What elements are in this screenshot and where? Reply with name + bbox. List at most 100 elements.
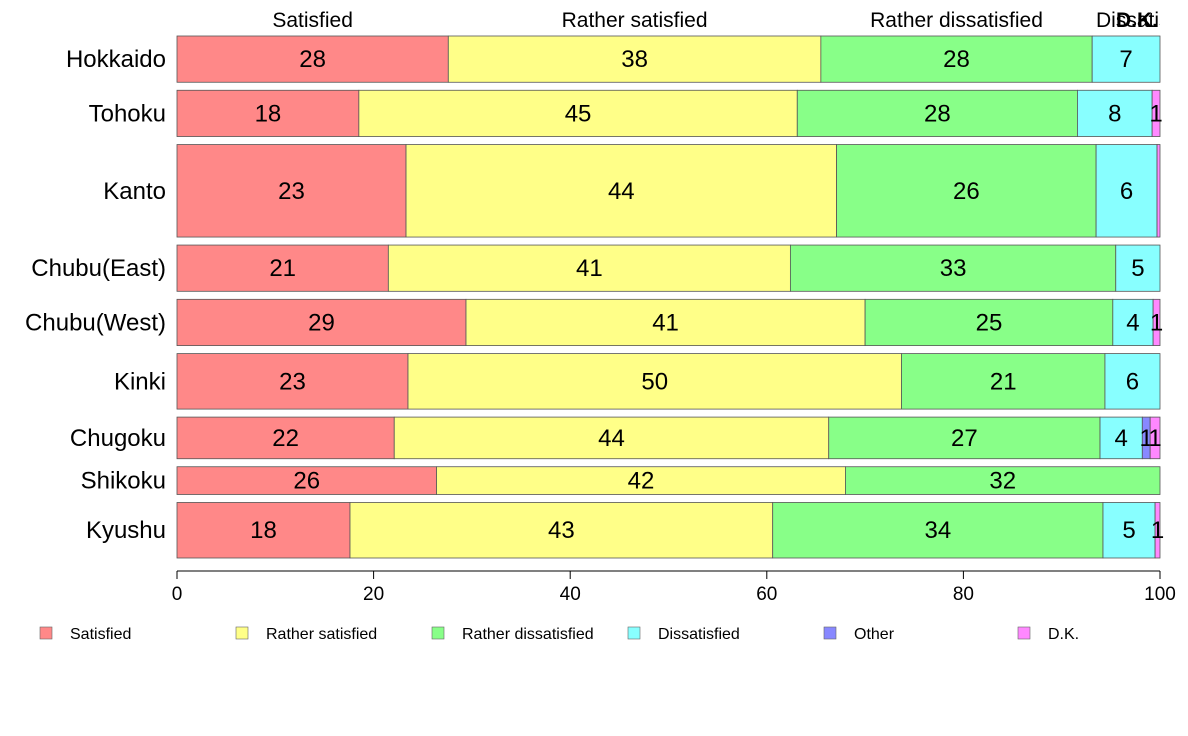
data-label-tohoku-rather-dissatisfied: 28 — [924, 100, 951, 127]
data-label-chugoku-d-k: 1 — [1148, 425, 1161, 452]
data-label-chubu-west-rather-dissatisfied: 25 — [976, 309, 1003, 336]
data-label-kanto-rather-satisfied: 44 — [608, 178, 635, 205]
data-label-kyushu-rather-satisfied: 43 — [548, 517, 575, 544]
data-label-kanto-dissatisfied: 6 — [1120, 178, 1133, 205]
data-label-tohoku-rather-satisfied: 45 — [565, 100, 592, 127]
bar-chubu-west-satisfied — [176, 298, 467, 346]
data-label-kinki-rather-dissatisfied: 21 — [990, 368, 1017, 395]
bar-tohoku-rather-dissatisfied — [796, 89, 1078, 137]
bar-kyushu-rather-dissatisfied — [772, 502, 1104, 559]
bars: 28 38 28 718 45 28 8 123 44 26 621 41 33 529 41 25 4 123 5… — [176, 35, 1164, 559]
bar-kinki-rather-satisfied — [407, 353, 902, 410]
data-label-chugoku-dissatisfied: 4 — [1114, 425, 1127, 452]
legend-label-d-k: D.K. — [1048, 626, 1079, 643]
data-label-chubu-west-rather-satisfied: 41 — [652, 309, 679, 336]
bar-chubu-east-rather-dissatisfied — [789, 244, 1117, 292]
data-label-kinki-rather-satisfied: 50 — [641, 368, 668, 395]
bar-chugoku-dissatisfied — [1099, 416, 1143, 460]
data-label-hokkaido-satisfied: 28 — [299, 46, 326, 73]
bar-chubu-west-rather-satisfied — [465, 298, 866, 346]
region-label-chugoku: Chugoku — [70, 425, 166, 452]
data-label-kyushu-dissatisfied: 5 — [1122, 517, 1135, 544]
data-label-chubu-east-dissatisfied: 5 — [1131, 255, 1144, 282]
x-tick-label-20: 20 — [363, 584, 384, 605]
legend-label-rather-satisfied: Rather satisfied — [266, 626, 377, 643]
data-label-kyushu-rather-dissatisfied: 34 — [924, 517, 951, 544]
data-label-shikoku-satisfied: 26 — [293, 468, 320, 495]
data-label-kanto-satisfied: 23 — [278, 178, 305, 205]
data-label-chugoku-other: 1 — [1140, 425, 1153, 452]
region-label-chubu-west: Chubu(West) — [25, 309, 166, 336]
bar-chubu-west-d-k — [1152, 298, 1161, 346]
legend-swatch-dissatisfied — [627, 626, 641, 640]
top-label-d-k: D.K. — [1116, 9, 1158, 32]
bar-hokkaido-dissatisfied — [1091, 35, 1161, 83]
bar-kinki-dissatisfied — [1104, 353, 1161, 410]
bar-shikoku-rather-dissatisfied — [845, 466, 1161, 495]
legend-swatch-rather-dissatisfied — [431, 626, 445, 640]
data-label-kyushu-satisfied: 18 — [250, 517, 277, 544]
data-label-kinki-dissatisfied: 6 — [1126, 368, 1139, 395]
bar-tohoku-dissatisfied — [1077, 89, 1153, 137]
bar-chubu-west-dissatisfied — [1112, 298, 1154, 346]
bar-kanto-dissatisfied — [1095, 144, 1158, 238]
bar-kanto-rather-satisfied — [405, 144, 837, 238]
data-label-chubu-west-dissatisfied: 4 — [1126, 309, 1139, 336]
legend-swatch-d-k — [1017, 626, 1031, 640]
bar-chugoku-satisfied — [176, 416, 395, 460]
bar-chubu-east-dissatisfied — [1115, 244, 1161, 292]
x-axis: 0 20 40 60 80 100 — [172, 570, 1176, 605]
data-label-chugoku-rather-satisfied: 44 — [598, 425, 625, 452]
data-label-chugoku-satisfied: 22 — [272, 425, 299, 452]
legend: Satisfied Rather satisfied Rather dissatis… — [39, 626, 1079, 643]
bar-kinki-satisfied — [176, 353, 409, 410]
region-label-kanto: Kanto — [103, 178, 166, 205]
data-label-kinki-satisfied: 23 — [279, 368, 306, 395]
bar-chubu-east-rather-satisfied — [387, 244, 791, 292]
bar-kyushu-rather-satisfied — [349, 502, 774, 559]
bar-tohoku-rather-satisfied — [358, 89, 798, 137]
data-label-chugoku-rather-dissatisfied: 27 — [951, 425, 978, 452]
top-category-labels: Satisfied Rather satisfied Rather dissatis… — [272, 9, 1160, 32]
region-labels: Hokkaido Tohoku Kanto Chubu(East) Chubu(West… — [25, 46, 166, 544]
legend-swatch-rather-satisfied — [235, 626, 249, 640]
top-label-rather-dissatisfied: Rather dissatisfied — [870, 9, 1043, 32]
bar-tohoku-satisfied — [176, 89, 360, 137]
x-tick-label-40: 40 — [560, 584, 581, 605]
bar-tohoku-d-k — [1151, 89, 1161, 137]
bar-shikoku-satisfied — [176, 466, 437, 495]
bar-kanto-satisfied — [176, 144, 407, 238]
data-label-chubu-east-rather-satisfied: 41 — [576, 255, 603, 282]
bar-chubu-west-rather-dissatisfied — [864, 298, 1114, 346]
bar-kyushu-d-k — [1154, 502, 1161, 559]
data-label-kanto-rather-dissatisfied: 26 — [953, 178, 980, 205]
top-label-rather-satisfied: Rather satisfied — [562, 9, 708, 32]
region-label-hokkaido: Hokkaido — [66, 46, 166, 73]
data-label-shikoku-rather-satisfied: 42 — [628, 468, 655, 495]
x-tick-label-0: 0 — [172, 584, 183, 605]
region-label-tohoku: Tohoku — [89, 100, 166, 127]
top-label-satisfied: Satisfied — [272, 9, 353, 32]
x-tick-label-100: 100 — [1144, 584, 1176, 605]
data-label-hokkaido-rather-dissatisfied: 28 — [943, 46, 970, 73]
bar-chubu-east-satisfied — [176, 244, 389, 292]
data-label-tohoku-dissatisfied: 8 — [1108, 100, 1121, 127]
bar-kyushu-dissatisfied — [1102, 502, 1156, 559]
x-tick-label-60: 60 — [756, 584, 777, 605]
legend-label-dissatisfied: Dissatisfied — [658, 626, 740, 643]
region-label-kinki: Kinki — [114, 368, 166, 395]
bar-kinki-rather-dissatisfied — [901, 353, 1106, 410]
bar-kanto-d-k — [1156, 144, 1161, 238]
data-label-chubu-west-satisfied: 29 — [308, 309, 335, 336]
bar-chugoku-d-k — [1149, 416, 1161, 460]
bar-kanto-rather-dissatisfied — [836, 144, 1097, 238]
region-label-chubu-east: Chubu(East) — [31, 255, 166, 282]
data-label-kyushu-d-k: 1 — [1151, 517, 1164, 544]
legend-label-other: Other — [854, 626, 895, 643]
bar-hokkaido-rather-satisfied — [447, 35, 822, 83]
data-label-chubu-east-rather-dissatisfied: 33 — [940, 255, 967, 282]
legend-swatch-other — [823, 626, 837, 640]
legend-label-satisfied: Satisfied — [70, 626, 131, 643]
data-label-hokkaido-rather-satisfied: 38 — [621, 46, 648, 73]
